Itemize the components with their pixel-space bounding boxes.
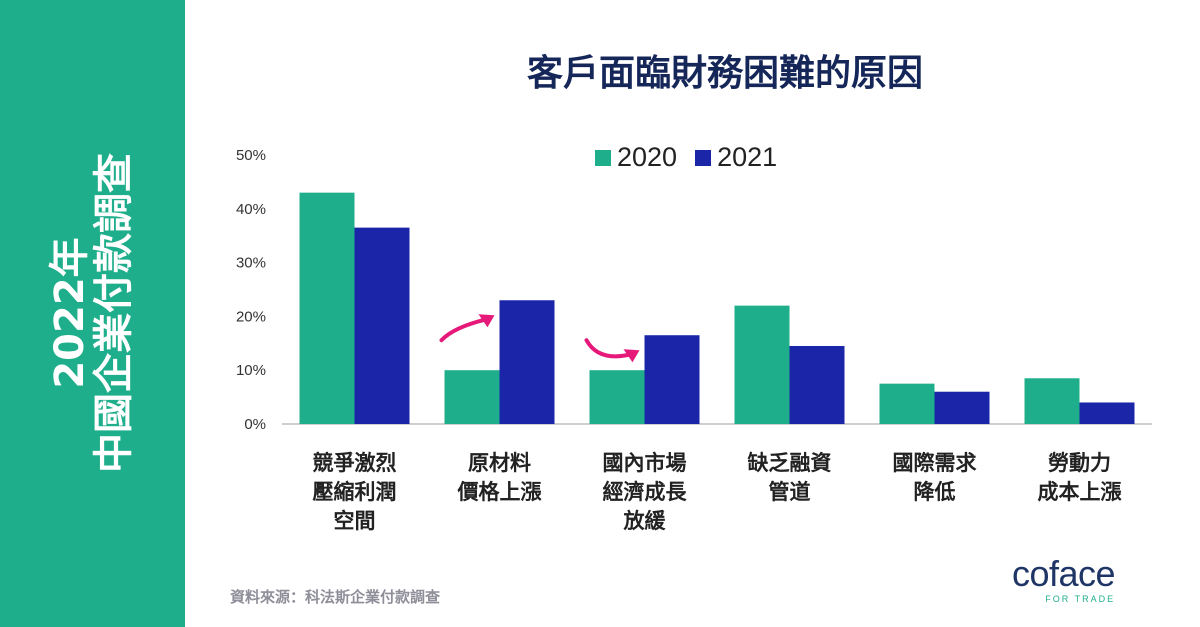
- y-tick-label: 50%: [236, 147, 266, 164]
- x-tick-label: 空間: [334, 509, 376, 533]
- x-tick-label: 勞動力: [1048, 451, 1111, 475]
- bar-2021-5: [1079, 402, 1135, 424]
- x-tick-label: 放緩: [623, 509, 667, 533]
- arrow-annotation-0: [439, 317, 489, 343]
- bar-2021-4: [934, 391, 990, 424]
- bar-2021-2: [644, 335, 700, 424]
- x-tick-label: 原材料: [468, 451, 531, 475]
- y-tick-label: 30%: [236, 255, 266, 272]
- bar-2021-0: [354, 227, 410, 424]
- sidebar: 2022年 中國企業付款調查: [0, 0, 185, 627]
- legend-item-2020: 2020: [595, 142, 677, 173]
- logo-tagline: FOR TRADE: [1045, 594, 1116, 604]
- x-tick-label: 降低: [914, 480, 956, 504]
- arrow-head-1: [623, 349, 640, 363]
- x-tick-label: 經濟成長: [603, 480, 688, 504]
- bar-2020-4: [879, 383, 935, 424]
- bar-2020-1: [444, 370, 500, 424]
- legend-label-2020: 2020: [617, 142, 678, 172]
- y-tick-label: 40%: [236, 201, 266, 218]
- logo-word: coface: [1012, 553, 1116, 594]
- y-tick-label: 20%: [236, 308, 266, 325]
- bar-2020-3: [734, 305, 790, 424]
- x-tick-label: 缺乏融資: [748, 451, 832, 475]
- legend-swatch-2020: [595, 149, 611, 166]
- x-tick-label: 價格上漲: [457, 480, 543, 504]
- chart-title: 客戶面臨財務困難的原因: [526, 53, 923, 94]
- x-tick-label: 管道: [769, 480, 811, 504]
- bar-2020-2: [589, 370, 645, 424]
- legend-swatch-2021: [695, 149, 712, 166]
- legend-label-2021: 2021: [717, 142, 778, 172]
- y-tick-label: 0%: [244, 416, 266, 433]
- x-tick-label: 國際需求: [893, 451, 977, 475]
- bar-2021-3: [789, 345, 845, 424]
- x-tick-label: 成本上漲: [1038, 480, 1123, 504]
- bar-2020-5: [1024, 378, 1080, 424]
- arrow-head-0: [478, 314, 495, 328]
- x-tick-label: 壓縮利潤: [313, 480, 397, 504]
- x-tick-label: 國內市場: [603, 451, 687, 475]
- legend: 2020 2021: [595, 142, 777, 173]
- bar-2020-0: [299, 192, 355, 424]
- legend-item-2021: 2021: [695, 142, 777, 173]
- bar-2021-1: [499, 300, 555, 424]
- coface-logo: coface FOR TRADE: [1012, 553, 1116, 605]
- source-note: 資料來源：科法斯企業付款調查: [230, 588, 441, 606]
- arrow-annotation-1: [584, 338, 634, 359]
- y-tick-label: 10%: [236, 362, 266, 379]
- x-tick-label: 競爭激烈: [313, 451, 397, 475]
